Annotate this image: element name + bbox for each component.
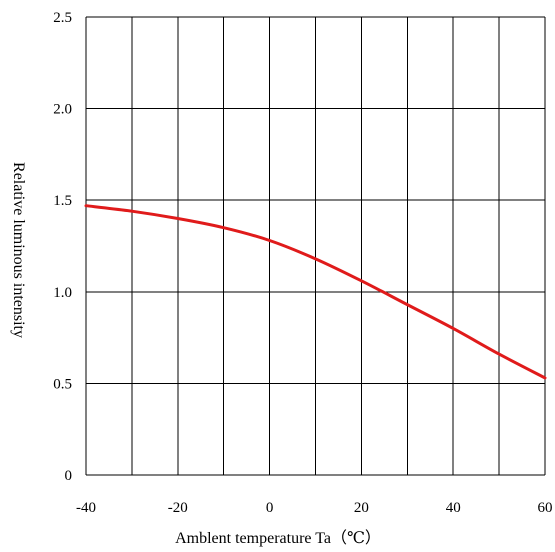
x-tick-label: 40 bbox=[446, 500, 461, 516]
x-tick-label: -20 bbox=[168, 500, 188, 516]
y-tick-label: 0 bbox=[65, 468, 73, 484]
x-tick-label: -40 bbox=[76, 500, 96, 516]
series-group bbox=[84, 204, 547, 380]
x-tick-label: 0 bbox=[266, 500, 274, 516]
y-tick-label: 1.5 bbox=[53, 193, 72, 209]
y-tick-label: 1.0 bbox=[53, 285, 72, 301]
x-tick-label: 20 bbox=[354, 500, 369, 516]
series-line bbox=[84, 204, 547, 380]
y-axis-label: Relative luminous intensity bbox=[10, 162, 27, 338]
y-tick-label: 2.0 bbox=[53, 102, 72, 118]
x-tick-labels: -40 -20 0 20 40 60 bbox=[76, 500, 553, 516]
y-tick-labels: 0 0.5 1.0 1.5 2.0 2.5 bbox=[53, 10, 72, 484]
x-tick-label: 60 bbox=[538, 500, 553, 516]
y-tick-label: 2.5 bbox=[53, 10, 72, 26]
x-axis-label: Amblent temperature Ta（℃） bbox=[175, 529, 381, 547]
y-tick-label: 0.5 bbox=[53, 376, 72, 392]
grid bbox=[85, 16, 546, 476]
